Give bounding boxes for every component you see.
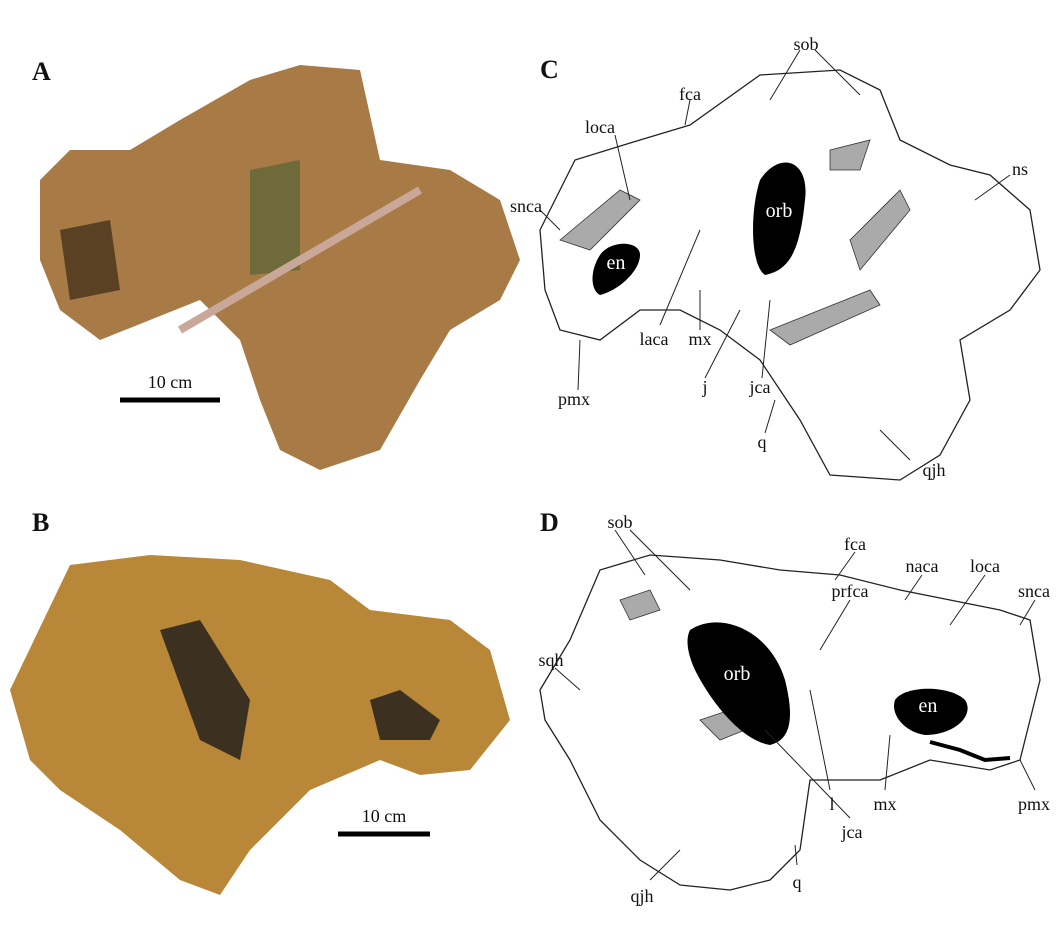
anatomy-label: sob [793, 34, 818, 54]
anatomy-label: orb [724, 663, 751, 685]
photo-a [40, 65, 520, 470]
panel-letter: A [32, 57, 51, 86]
anatomy-label: prfca [832, 581, 869, 601]
anatomy-label: fca [844, 534, 866, 554]
anatomy-label: pmx [1018, 794, 1050, 814]
anatomy-label: l [829, 794, 834, 814]
scale-label: 10 cm [362, 806, 407, 826]
anatomy-label: naca [906, 556, 939, 576]
anatomy-label: loca [585, 117, 615, 137]
drawing-c [540, 70, 1040, 480]
anatomy-label: jca [841, 822, 863, 842]
anatomy-label: jca [749, 377, 771, 397]
anatomy-label: ns [1012, 159, 1028, 179]
panel-letter: C [540, 55, 559, 84]
anatomy-label: mx [873, 794, 896, 814]
anatomy-label: pmx [558, 389, 590, 409]
anatomy-label: q [793, 872, 802, 892]
anatomy-label: snca [1018, 581, 1050, 601]
anatomy-label: loca [970, 556, 1000, 576]
panel-letter: D [540, 508, 559, 537]
anatomy-label: qjh [922, 460, 945, 480]
anatomy-label: q [758, 432, 767, 452]
anatomy-label: mx [688, 329, 711, 349]
figure: A 10 cm B 10 cm C sob fca loca ns snca o… [0, 0, 1060, 932]
photo-b [10, 555, 510, 895]
anatomy-label: sqh [538, 650, 563, 670]
scale-label: 10 cm [148, 372, 193, 392]
anatomy-label: snca [510, 196, 542, 216]
anatomy-label: orb [766, 200, 793, 222]
anatomy-label: en [607, 252, 626, 274]
anatomy-label: fca [679, 84, 701, 104]
anatomy-label: qjh [630, 886, 653, 906]
anatomy-label: en [919, 695, 938, 717]
anatomy-label: j [701, 377, 707, 397]
panel-letter: B [32, 508, 49, 537]
anatomy-label: laca [640, 329, 669, 349]
anatomy-label: sob [607, 512, 632, 532]
drawing-d [540, 555, 1040, 890]
